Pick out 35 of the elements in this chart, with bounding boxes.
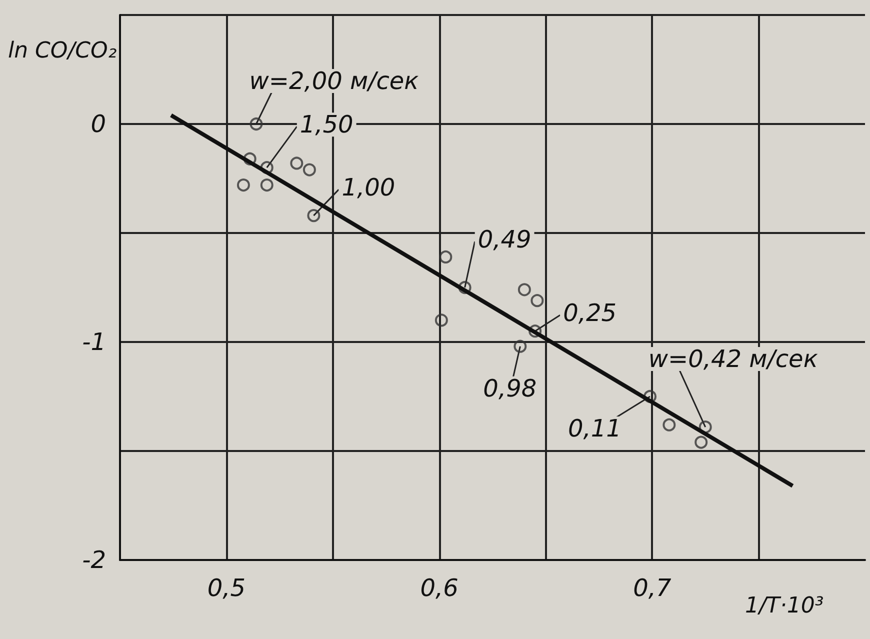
- y-tick-label: -1: [82, 328, 106, 356]
- point: [518, 283, 531, 296]
- point: [236, 178, 250, 192]
- point: [260, 178, 274, 192]
- y-tick-label: -2: [82, 546, 106, 574]
- point: [662, 418, 676, 432]
- y-axis-title: ln CO/CO₂: [8, 38, 117, 64]
- annotation: 0,98: [483, 374, 537, 402]
- x-tick-label: 0,5: [207, 574, 246, 602]
- point: [694, 436, 708, 449]
- annotation: w=2,00 м/сек: [249, 67, 420, 95]
- point: [290, 156, 304, 170]
- point: [260, 161, 274, 174]
- point: [530, 294, 544, 308]
- x-axis-title: 1/T·10³: [745, 594, 824, 618]
- point: [302, 163, 316, 176]
- point: [514, 340, 527, 353]
- annotation: 0,25: [563, 299, 617, 328]
- point: [644, 390, 657, 403]
- annotation: 1,50: [300, 110, 354, 139]
- point: [458, 281, 472, 294]
- annotation: w=0,42 м/сек: [648, 345, 818, 374]
- annotation: 1,00: [342, 174, 396, 202]
- annotation: 0,11: [568, 414, 622, 442]
- point: [528, 324, 542, 338]
- point: [243, 152, 256, 166]
- point: [698, 420, 712, 434]
- point: [250, 118, 263, 130]
- x-tick-label: 0,6: [420, 574, 458, 602]
- annotation: 0,49: [478, 226, 532, 254]
- point: [307, 209, 320, 222]
- point: [439, 250, 452, 264]
- y-tick-label: 0: [90, 110, 106, 138]
- point: [434, 314, 448, 327]
- x-tick-label: 0,7: [633, 574, 672, 602]
